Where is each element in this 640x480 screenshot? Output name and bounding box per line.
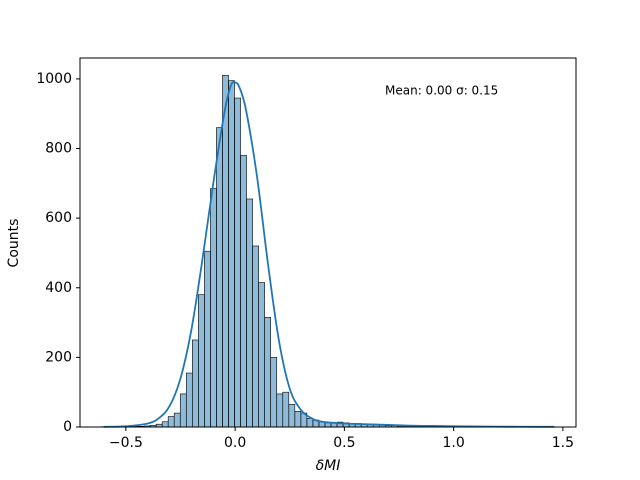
kde-line bbox=[104, 81, 555, 428]
bar bbox=[258, 282, 265, 428]
bar bbox=[222, 75, 229, 428]
x-tick-label: 1.0 bbox=[443, 435, 465, 451]
bar bbox=[198, 294, 205, 428]
bar bbox=[276, 393, 284, 428]
bar bbox=[294, 411, 302, 428]
bar bbox=[204, 250, 211, 428]
bar bbox=[234, 97, 241, 428]
y-axis-label: Counts bbox=[6, 219, 22, 268]
bar bbox=[185, 372, 193, 428]
x-tick-label: 1.5 bbox=[552, 435, 574, 451]
bar bbox=[228, 80, 235, 428]
y-tick-label: 400 bbox=[45, 280, 72, 296]
bar bbox=[192, 339, 199, 428]
x-axis-label: δMI bbox=[316, 458, 341, 474]
annotation: Mean: 0.00 σ: 0.15 bbox=[385, 84, 498, 98]
bar bbox=[288, 404, 296, 428]
bar bbox=[167, 416, 175, 428]
x-tick-label: −0.5 bbox=[109, 435, 143, 451]
bar bbox=[264, 317, 272, 428]
y-tick-label: 0 bbox=[63, 419, 72, 435]
bar bbox=[173, 412, 181, 428]
bar bbox=[282, 391, 290, 428]
bar bbox=[252, 245, 259, 428]
y-tick-label: 800 bbox=[45, 141, 72, 157]
bar bbox=[216, 127, 223, 428]
bar bbox=[240, 155, 247, 428]
x-tick-label: 0.5 bbox=[333, 435, 355, 451]
bar bbox=[179, 393, 187, 428]
bar bbox=[161, 421, 169, 428]
x-tick-label: 0.0 bbox=[224, 435, 246, 451]
bar bbox=[270, 357, 278, 428]
y-tick-label: 600 bbox=[45, 210, 72, 226]
y-tick-label: 1000 bbox=[36, 71, 72, 87]
axes-frame bbox=[79, 57, 577, 428]
bar bbox=[210, 188, 217, 428]
bar bbox=[306, 417, 314, 428]
bar bbox=[246, 198, 253, 428]
y-tick-label: 200 bbox=[45, 349, 72, 365]
